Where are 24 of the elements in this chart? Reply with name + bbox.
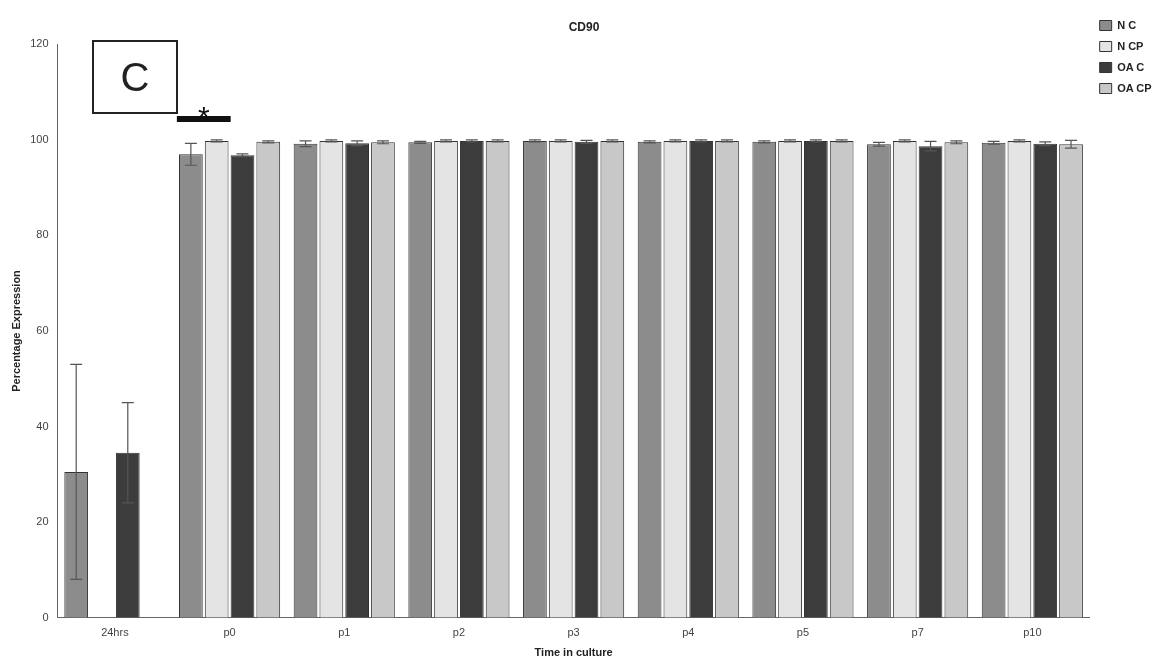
annotation: C xyxy=(92,40,178,114)
legend-label: OA C xyxy=(1117,60,1145,73)
x-tick-label: 24hrs xyxy=(101,626,130,639)
x-tick-label: p4 xyxy=(682,626,695,639)
x-tick-label: p10 xyxy=(1023,626,1042,639)
x-tick-label: p1 xyxy=(338,626,351,639)
legend-label: N CP xyxy=(1117,39,1144,52)
legend-label: OA CP xyxy=(1117,81,1152,94)
x-tick-label: p3 xyxy=(567,626,580,639)
y-axis-title: Percentage Expression xyxy=(9,269,22,392)
legend-label: N C xyxy=(1117,18,1137,31)
y-tick-label: 40 xyxy=(36,419,49,432)
y-tick-label: 0 xyxy=(42,610,49,623)
y-tick-label: 20 xyxy=(36,515,49,528)
y-tick-label: 120 xyxy=(30,37,49,50)
x-tick-label: p5 xyxy=(796,626,810,639)
x-axis-title: Time in culture xyxy=(534,646,613,659)
y-tick-label: 60 xyxy=(36,324,49,337)
x-tick-label: p0 xyxy=(223,626,236,639)
y-tick-label: 100 xyxy=(30,132,49,145)
x-tick-label: p7 xyxy=(911,626,924,639)
y-tick-label: 80 xyxy=(36,228,49,241)
x-tick-label: p2 xyxy=(452,626,466,639)
chart-title: CD90 xyxy=(568,19,600,34)
